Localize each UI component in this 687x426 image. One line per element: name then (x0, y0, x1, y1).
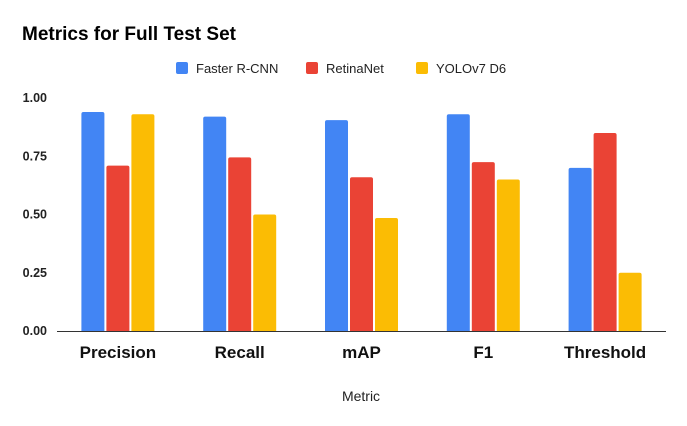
bar-retinanet-precision (106, 165, 130, 331)
bar-faster-r-cnn-map (325, 120, 348, 331)
legend: Faster R-CNN RetinaNet YOLOv7 D6 (176, 61, 506, 76)
y-tick-label: 0.00 (23, 324, 47, 338)
x-tick-label: Precision (80, 343, 157, 362)
y-tick-label: 0.50 (23, 208, 47, 222)
legend-label: YOLOv7 D6 (436, 61, 506, 76)
legend-label: RetinaNet (326, 61, 384, 76)
x-axis-label: Metric (342, 388, 380, 404)
x-tick-label: Recall (215, 343, 265, 362)
bar-faster-r-cnn-threshold (568, 167, 592, 331)
legend-item: RetinaNet (306, 61, 384, 76)
bar-yolov7-d6-threshold (618, 272, 642, 331)
bars (81, 112, 642, 331)
bar-retinanet-f1 (471, 162, 495, 331)
bar-yolov7-d6-recall (253, 214, 277, 331)
bar-yolov7-d6-map (375, 218, 398, 331)
bar-faster-r-cnn-recall (203, 116, 227, 331)
legend-swatch (416, 62, 428, 74)
y-axis-ticks: 0.00 0.25 0.50 0.75 1.00 (23, 91, 47, 338)
y-tick-label: 1.00 (23, 91, 47, 105)
bar-faster-r-cnn-precision (81, 112, 105, 331)
y-tick-label: 0.75 (23, 149, 47, 163)
bar-retinanet-map (350, 177, 373, 331)
x-axis-ticks: Precision Recall mAP F1 Threshold (80, 343, 647, 362)
legend-swatch (306, 62, 318, 74)
legend-label: Faster R-CNN (196, 61, 278, 76)
bar-yolov7-d6-f1 (496, 179, 520, 331)
x-tick-label: mAP (342, 343, 381, 362)
legend-item: YOLOv7 D6 (416, 61, 506, 76)
x-tick-label: Threshold (564, 343, 646, 362)
legend-swatch (176, 62, 188, 74)
bar-yolov7-d6-precision (131, 114, 155, 331)
bar-retinanet-recall (228, 157, 252, 331)
chart-title: Metrics for Full Test Set (22, 24, 237, 45)
bar-faster-r-cnn-f1 (446, 114, 470, 331)
x-tick-label: F1 (473, 343, 493, 362)
y-tick-label: 0.25 (23, 266, 47, 280)
bar-retinanet-threshold (593, 133, 617, 331)
legend-item: Faster R-CNN (176, 61, 278, 76)
